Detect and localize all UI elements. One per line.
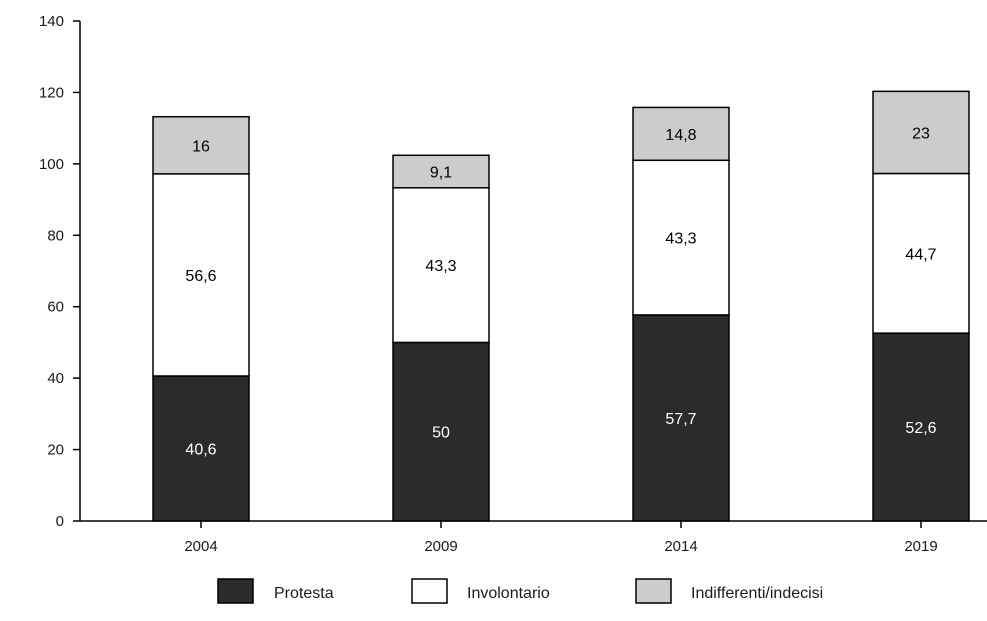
y-axis: 0 20 40 60 80 100 120 140 [39, 13, 81, 530]
y-tick-label: 20 [47, 442, 64, 459]
legend-swatch [411, 578, 448, 604]
bar-segment [152, 375, 250, 522]
legend-swatch [635, 578, 672, 604]
legend-swatch [217, 578, 254, 604]
legend-item: Indifferenti/indecisi [635, 578, 823, 604]
bar-segment [392, 154, 490, 189]
y-tick-label: 140 [39, 13, 64, 30]
y-tick-label: 100 [39, 156, 64, 173]
bar-value-label: 43,3 [425, 258, 456, 275]
y-tick-label: 0 [56, 513, 64, 530]
legend-label: Indifferenti/indecisi [691, 585, 823, 602]
legend-item: Protesta [217, 578, 334, 604]
bar-value-label: 14,8 [665, 127, 696, 144]
legend-item: Involontario [411, 578, 550, 604]
bar-segment [872, 90, 970, 175]
legend-label: Protesta [274, 585, 334, 602]
bar-segment [392, 341, 490, 522]
bar-value-label: 56,6 [185, 268, 216, 285]
y-tick-label: 120 [39, 84, 64, 101]
x-tick-label: 2004 [184, 538, 217, 555]
bar-segment [872, 332, 970, 522]
bar-value-label: 44,7 [905, 246, 936, 263]
y-tick-label: 40 [47, 370, 64, 387]
bar-segment [392, 187, 490, 344]
bar-segment [872, 172, 970, 334]
bar-value-label: 57,7 [665, 411, 696, 428]
bar-value-label: 9,1 [430, 165, 452, 182]
bar-value-label: 52,6 [905, 420, 936, 437]
x-tick-label: 2009 [424, 538, 457, 555]
bar-value-label: 43,3 [665, 231, 696, 248]
legend-label: Involontario [467, 585, 550, 602]
bar-segment [632, 106, 730, 162]
x-axis: 2004 2009 2014 2019 [80, 520, 987, 555]
x-tick-label: 2019 [904, 538, 937, 555]
bar-segment [632, 314, 730, 522]
bar-value-label: 16 [192, 138, 210, 155]
y-tick-label: 60 [47, 299, 64, 316]
bar-value-label: 50 [432, 425, 450, 442]
bars: 40,6 56,6 16 50 43,3 9,1 57,7 43,3 14,8 52,6 44,7 2… [152, 90, 970, 522]
bar-segment [152, 115, 250, 175]
bar-segment [152, 173, 250, 377]
bar-segment [632, 159, 730, 316]
y-tick-label: 80 [47, 227, 64, 244]
x-tick-label: 2014 [664, 538, 697, 555]
bar-value-label: 40,6 [185, 442, 216, 459]
bar-value-label: 23 [912, 125, 930, 142]
legend: Protesta Involontario Indifferenti/indecis… [217, 578, 823, 604]
